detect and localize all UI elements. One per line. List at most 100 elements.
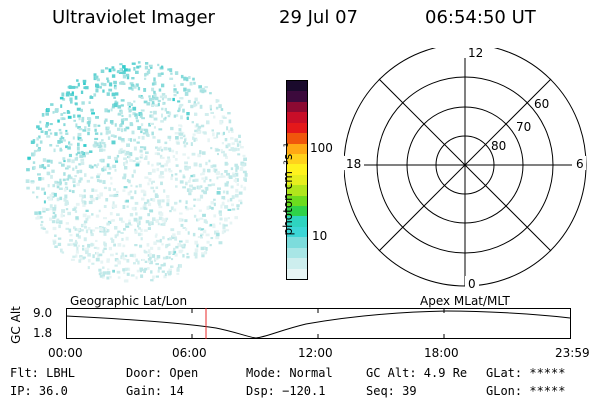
aurora-pixel [149,260,153,265]
aurora-pixel [152,198,156,202]
aurora-pixel [176,231,181,235]
aurora-pixel [100,260,104,264]
aurora-pixel [191,121,194,124]
aurora-pixel [215,235,220,240]
aurora-pixel [64,182,68,186]
aurora-pixel [87,131,90,136]
aurora-pixel [184,92,189,96]
aurora-pixel [234,163,238,167]
info-seq: Seq: 39 [366,384,417,398]
aurora-pixel [110,176,113,180]
aurora-pixel [200,246,204,251]
aurora-pixel [199,150,202,154]
aurora-pixel [231,208,236,211]
aurora-pixel [147,68,151,71]
aurora-pixel [66,165,71,169]
aurora-pixel [207,168,211,173]
aurora-pixel [60,137,65,140]
aurora-pixel [154,152,158,155]
aurora-pixel [174,177,178,181]
aurora-pixel [168,256,171,259]
aurora-pixel [144,250,148,254]
aurora-pixel [140,130,143,134]
aurora-pixel [146,243,150,247]
aurora-pixel [111,92,116,97]
aurora-pixel [155,233,158,237]
aurora-pixel [71,159,75,164]
aurora-pixel [122,65,126,69]
aurora-pixel [193,252,198,256]
aurora-pixel [101,168,104,171]
aurora-pixel [137,223,140,228]
aurora-pixel [204,86,208,89]
aurora-pixel [185,200,188,205]
aurora-pixel [62,157,66,161]
aurora-pixel [148,223,151,226]
aurora-pixel [80,229,84,232]
aurora-pixel [222,223,225,226]
aurora-pixel [106,222,110,226]
aurora-pixel [205,161,208,166]
aurora-pixel [39,140,43,144]
aurora-pixel [152,217,156,221]
aurora-pixel [137,86,141,91]
aurora-pixel [57,140,61,144]
aurora-pixel [63,160,66,163]
aurora-pixel [108,68,112,73]
colorbar-segment [287,206,307,217]
aurora-pixel [109,120,114,124]
aurora-pixel [126,205,129,208]
aurora-pixel [33,166,36,170]
aurora-pixel [123,157,127,160]
aurora-pixel [182,254,185,258]
aurora-pixel [217,153,219,156]
aurora-pixel [129,103,133,106]
aurora-pixel [155,194,159,198]
aurora-pixel [140,237,143,241]
aurora-pixel [127,267,131,271]
aurora-pixel [158,162,162,165]
aurora-pixel [231,142,235,145]
aurora-pixel [80,90,84,94]
aurora-pixel [150,246,154,250]
aurora-pixel [77,132,82,137]
aurora-pixel [78,259,82,263]
aurora-pixel [176,142,180,145]
aurora-pixel [54,204,57,209]
aurora-pixel [71,91,74,94]
aurora-pixel [55,144,59,147]
aurora-pixel [205,186,209,191]
aurora-pixel [134,190,137,195]
aurora-pixel [230,137,234,140]
aurora-pixel [81,116,85,121]
aurora-pixel [123,162,126,166]
aurora-pixel [178,107,181,112]
aurora-pixel [169,68,173,73]
aurora-pixel [79,154,84,158]
polar-meridian-diag2 [378,78,552,252]
aurora-pixel [82,152,86,156]
aurora-pixel [102,249,105,254]
aurora-pixel [135,119,139,123]
aurora-pixel [173,90,177,93]
aurora-pixel [96,194,99,197]
aurora-pixel [103,83,107,87]
aurora-pixel [88,200,93,205]
aurora-pixel [165,217,169,221]
aurora-pixel [87,266,90,270]
aurora-pixel [183,144,187,148]
aurora-pixel [168,168,171,171]
colorbar-segment [287,143,307,154]
aurora-pixel [114,86,117,90]
aurora-pixel [56,183,60,186]
aurora-pixel [167,156,170,159]
aurora-pixel [156,147,161,151]
aurora-pixel [60,214,63,218]
aurora-pixel [193,204,196,207]
aurora-pixel [91,213,94,216]
aurora-pixel [86,179,90,183]
aurora-pixel [78,163,82,166]
aurora-pixel [186,188,191,192]
timeline-axis-title: GC Alt [9,306,23,344]
aurora-pixel [155,219,159,223]
